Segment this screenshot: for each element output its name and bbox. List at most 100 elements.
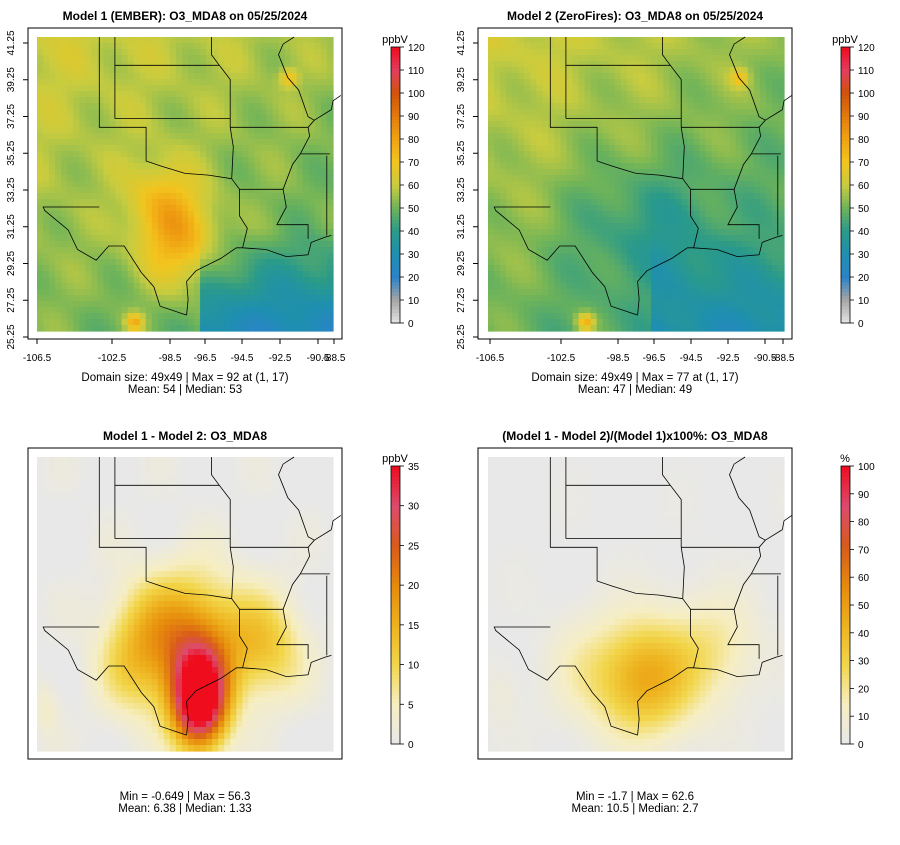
heatmap-cell [736,289,743,296]
heatmap-cell [548,295,555,302]
heatmap-cell [651,271,658,278]
heatmap-cell [693,193,700,200]
heatmap-cell [500,157,507,164]
heatmap-cell [248,235,255,242]
heatmap-cell [693,301,700,308]
heatmap-cell [134,169,141,176]
heatmap-cell [61,109,68,116]
heatmap-cell [97,217,104,224]
heatmap-cell [693,115,700,122]
heatmap-cell [494,313,501,320]
heatmap-cell [103,235,110,242]
heatmap-cell [766,265,773,272]
heatmap-cell [49,289,56,296]
heatmap-cell [633,169,640,176]
heatmap-cell [152,235,159,242]
heatmap-cell [663,43,670,50]
heatmap-cell [754,115,761,122]
heatmap-cell [309,163,316,170]
heatmap-cell [500,283,507,290]
heatmap-cell [303,163,310,170]
heatmap-cell [669,43,676,50]
heatmap-cell [122,73,129,80]
heatmap-cell [182,133,189,140]
heatmap-cell [712,235,719,242]
heatmap-cell [554,241,561,248]
heatmap-cell [548,217,555,224]
heatmap-cell [188,97,195,104]
heatmap-cell [615,127,622,134]
heatmap-cell [506,313,513,320]
heatmap-cell [718,49,725,56]
heatmap-cell [651,145,658,152]
heatmap-cell [285,55,292,62]
heatmap-cell [488,97,495,104]
heatmap-cell [67,313,74,320]
heatmap-cell [291,139,298,146]
heatmap-cell [103,301,110,308]
heatmap-cell [573,109,580,116]
heatmap-cell [669,61,676,68]
heatmap-cell [627,163,634,170]
heatmap-cell [591,49,598,56]
heatmap-cell [194,79,201,86]
heatmap-cell [615,319,622,326]
heatmap-cell [699,175,706,182]
heatmap-cell [134,121,141,128]
heatmap-cell [303,307,310,314]
heatmap-cell [285,289,292,296]
heatmap-cell [766,193,773,200]
heatmap-cell [494,43,501,50]
heatmap-cell [134,97,141,104]
heatmap-cell [597,235,604,242]
heatmap-cell [597,253,604,260]
heatmap-cell [705,151,712,158]
heatmap-cell [218,271,225,278]
heatmap-cell [567,43,574,50]
heatmap-cell [542,109,549,116]
heatmap-cell [73,109,80,116]
heatmap-cell [261,241,268,248]
colorbar-segment [391,216,400,220]
heatmap-cell [122,43,129,50]
heatmap-cell [248,265,255,272]
heatmap-cell [116,121,123,128]
heatmap-cell [200,91,207,98]
heatmap-cell [615,217,622,224]
heatmap-cell [73,283,80,290]
heatmap-cell [718,235,725,242]
heatmap-cell [188,217,195,224]
heatmap-cell [633,163,640,170]
heatmap-cell [518,199,525,206]
heatmap-cell [242,301,249,308]
heatmap-cell [55,121,62,128]
heatmap-cell [242,121,249,128]
heatmap-cell [91,157,98,164]
heatmap-cell [134,319,141,326]
heatmap-cell [212,235,219,242]
heatmap-cell [742,181,749,188]
heatmap-cell [248,307,255,314]
heatmap-cell [669,103,676,110]
colorbar-segment [391,178,400,182]
heatmap-cell [597,241,604,248]
heatmap-cell [699,211,706,218]
heatmap-cell [724,313,731,320]
heatmap-cell [140,193,147,200]
heatmap-cell [267,79,274,86]
heatmap-cell [548,301,555,308]
heatmap-cell [128,133,135,140]
heatmap-cell [309,79,316,86]
heatmap-cell [37,145,44,152]
heatmap-cell [128,241,135,248]
heatmap-cell [285,241,292,248]
heatmap-cell [760,67,767,74]
colorbar-segment [391,119,400,123]
heatmap-cell [579,169,586,176]
heatmap-cell [242,37,249,44]
heatmap-cell [321,271,328,278]
heatmap-cell [37,313,44,320]
heatmap-cell [97,229,104,236]
heatmap-cell [530,163,537,170]
heatmap-cell [645,55,652,62]
